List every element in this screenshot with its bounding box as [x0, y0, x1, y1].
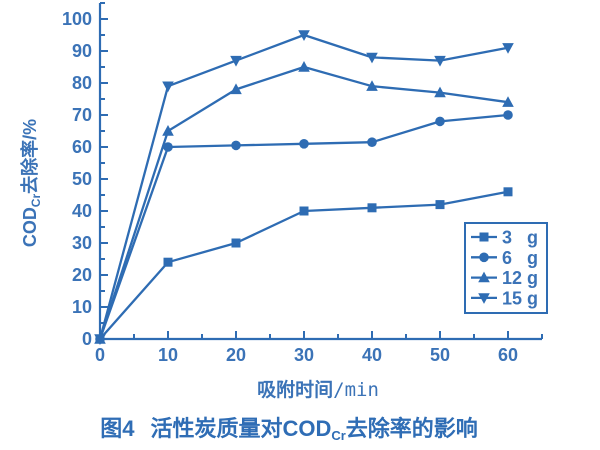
y-axis-label-post: 去除率/%: [19, 119, 40, 194]
legend-label-qty: 6: [502, 248, 512, 268]
legend-swatch-circle: [479, 252, 489, 263]
legend: 3 g6 g12 g15 g: [464, 222, 548, 314]
marker-12g: [162, 125, 174, 136]
marker-3g: [367, 203, 377, 213]
marker-3g: [163, 257, 173, 267]
marker-3g: [435, 200, 445, 210]
marker-15g: [230, 55, 242, 67]
caption-title-post: 去除率的影响: [346, 416, 478, 441]
x-tick-label: 50: [430, 345, 450, 365]
legend-label-qty: 3: [502, 228, 512, 248]
x-tick-label: 30: [294, 345, 314, 365]
series-3g: [95, 187, 513, 344]
legend-label-unit: g: [527, 288, 538, 308]
marker-3g: [95, 334, 105, 344]
x-tick-label: 20: [226, 345, 246, 365]
x-tick-label: 40: [362, 345, 382, 365]
y-tick-label: 10: [72, 297, 92, 317]
caption-number: 图4: [100, 416, 135, 441]
y-tick-label: 100: [62, 9, 92, 29]
marker-15g: [298, 30, 310, 41]
x-axis-label-pre: 吸附时间: [257, 378, 333, 401]
axis-ticks: [99, 2, 543, 340]
legend-label-qty: 12: [502, 268, 522, 288]
y-tick-label: 80: [72, 73, 92, 93]
data-series: [94, 30, 514, 345]
marker-15g: [434, 55, 446, 67]
y-tick-label: 20: [72, 265, 92, 285]
y-axis-label-pre: COD: [20, 207, 40, 247]
legend-item-15g: 15 g: [471, 288, 538, 308]
series-6g: [95, 110, 513, 344]
axis-tick-labels: 0 10 20 30 40 50 60 0 10 20 30 40 50 60 70 80 90 100: [62, 9, 518, 365]
y-tick-label: 60: [72, 137, 92, 157]
legend-label-unit: g: [527, 228, 538, 248]
axes: [98, 3, 542, 341]
marker-12g: [366, 80, 378, 91]
marker-3g: [503, 187, 513, 197]
y-axis-label-subscript: Cr: [29, 194, 43, 208]
marker-12g: [502, 96, 514, 107]
marker-3g: [231, 238, 241, 248]
legend-swatch-triangle-down: [478, 293, 490, 304]
marker-12g: [434, 86, 446, 98]
marker-6g: [163, 142, 173, 152]
legend-label-unit: g: [527, 268, 538, 288]
x-tick-label: 60: [498, 345, 518, 365]
marker-12g: [230, 83, 242, 95]
marker-15g: [162, 81, 174, 93]
caption-title-subscript: Cr: [331, 428, 345, 443]
y-tick-label: 90: [72, 41, 92, 61]
x-tick-label: 0: [95, 345, 105, 365]
marker-6g: [367, 137, 377, 147]
legend-swatch-triangle-up: [478, 271, 490, 283]
marker-6g: [231, 140, 241, 151]
y-tick-label: 40: [72, 201, 92, 221]
legend-label-qty: 15: [502, 288, 522, 308]
series-line-15g: [98, 33, 509, 340]
legend-label-unit: g: [527, 248, 538, 268]
caption-title-pre: 活性炭质量对COD: [150, 416, 331, 441]
series-15g: [94, 30, 514, 345]
marker-15g: [502, 43, 514, 54]
y-tick-label: 50: [72, 169, 92, 189]
figure-caption: 图4 活性炭质量对CODCr去除率的影响: [100, 416, 478, 443]
legend-item-12g: 12 g: [471, 268, 538, 288]
y-tick-label: 30: [72, 233, 92, 253]
marker-3g: [299, 206, 309, 216]
marker-15g: [366, 52, 378, 64]
marker-6g: [299, 139, 309, 149]
y-axis-label: CODCr去除率/%: [19, 119, 43, 247]
x-axis-label-unit: /min: [333, 379, 379, 401]
y-tick-label: 0: [82, 329, 92, 349]
x-tick-label: 10: [158, 345, 178, 365]
marker-12g: [298, 61, 310, 72]
marker-6g: [435, 116, 445, 127]
legend-swatch-square: [479, 232, 489, 242]
marker-6g: [503, 110, 513, 120]
x-axis-label: 吸附时间/min: [257, 378, 379, 401]
y-tick-label: 70: [72, 105, 92, 125]
